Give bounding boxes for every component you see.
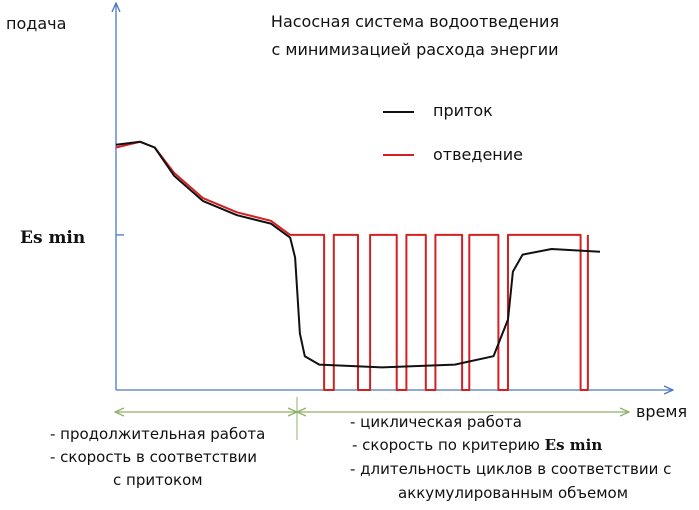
annotation-left-line2: - скорость в соответствии [50,448,258,466]
x-axis-label: время [636,402,688,421]
annotation-right-line1: - циклическая работа [350,413,522,431]
legend-label-inflow: приток [433,101,493,120]
legend-label-outflow: отведение [433,145,523,164]
chart-title-line2: с минимизацией расхода энергии [271,40,559,59]
series-line-outflow [115,140,589,391]
y-tick-label-es-min: Es min [20,228,86,248]
annotation-es-min: Es min [544,436,603,454]
y-axis-label: подача [6,14,67,33]
annotation-left-line1: - продолжительная работа [50,425,266,443]
series-line-inflow [115,140,601,369]
annotation-right-line2-text: - скорость по критерию [352,436,545,454]
annotation-left-line3: с притоком [113,471,203,489]
annotation-right-line2: - скорость по критерию Es min [352,436,602,454]
annotation-right-line4: аккумулированным объемом [398,484,629,502]
annotation-right-line3: - длительность циклов в соответствии с [350,460,672,478]
chart-title-line1: Насосная система водоотведения [270,12,560,31]
